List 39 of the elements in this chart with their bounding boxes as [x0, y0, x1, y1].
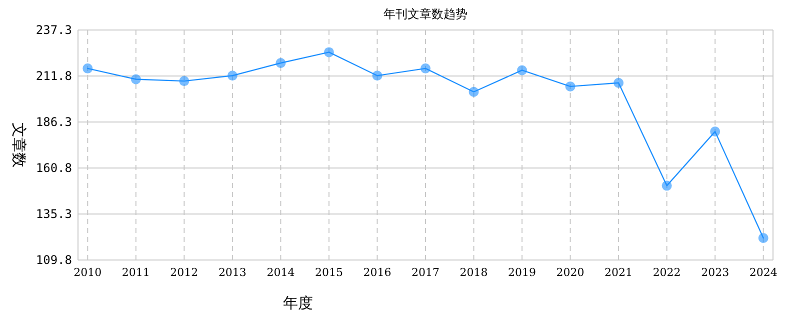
point	[179, 76, 190, 86]
point	[710, 126, 720, 137]
x-tick-label: 2010	[74, 266, 102, 279]
x-tick-label: 2016	[363, 266, 392, 279]
point	[565, 81, 576, 92]
x-tick-label: 2021	[604, 266, 633, 279]
point	[420, 63, 430, 74]
y-tick-label: 135.3	[36, 207, 72, 221]
x-tick-label: 2019	[508, 266, 536, 279]
point	[82, 63, 93, 74]
x-tick-label: 2012	[170, 266, 198, 279]
point	[130, 74, 141, 84]
y-tick-label: 237.3	[36, 23, 72, 37]
y-tick-label: 186.3	[36, 115, 72, 129]
x-tick-label: 2018	[460, 266, 488, 279]
x-tick-label: 2013	[218, 266, 246, 279]
x-tick-label: 2022	[652, 266, 681, 279]
point	[517, 65, 528, 76]
x-tick-label: 2011	[122, 266, 150, 279]
x-tick-label: 2023	[701, 266, 730, 279]
x-tick-label: 2020	[556, 266, 584, 279]
point	[227, 70, 238, 81]
point	[324, 47, 334, 58]
x-tick-label: 2024	[749, 266, 778, 279]
y-tick-label: 109.8	[36, 253, 72, 267]
y-tick-label: 211.8	[36, 69, 72, 83]
point	[372, 70, 382, 81]
point	[614, 78, 624, 88]
point	[276, 58, 286, 68]
point	[662, 180, 672, 191]
y-axis-title: 文章数	[10, 122, 28, 168]
x-tick-label: 2014	[266, 266, 295, 279]
chart-title: 年刊文章数趋势	[384, 7, 468, 21]
x-tick-label: 2017	[412, 266, 440, 279]
x-tick-label: 2015	[314, 266, 343, 279]
point	[758, 232, 768, 243]
point	[468, 86, 479, 97]
y-tick-label: 160.8	[36, 161, 72, 175]
x-axis-title: 年度	[283, 294, 313, 312]
